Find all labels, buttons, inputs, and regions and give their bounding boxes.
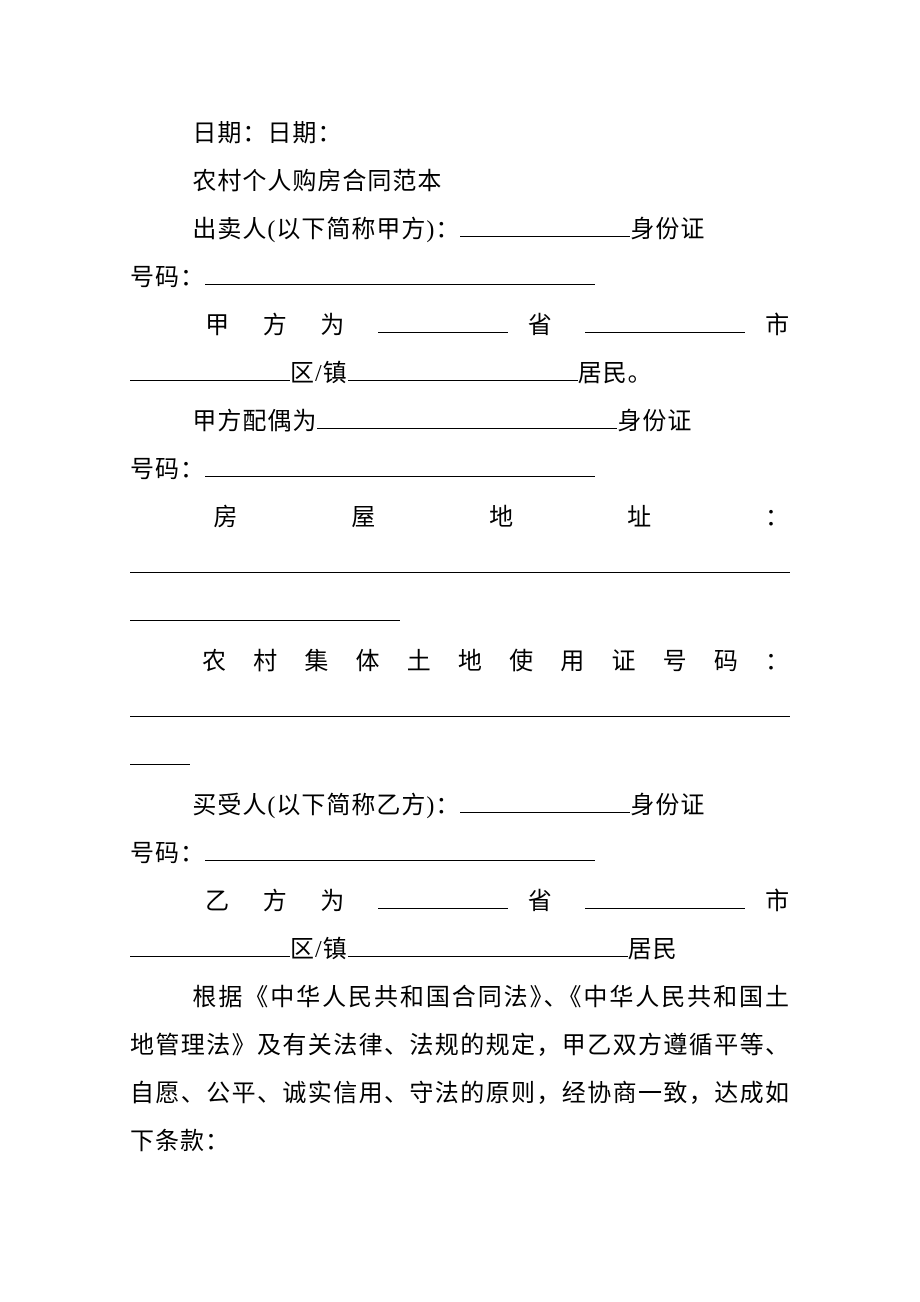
jia-city-blank: [585, 308, 745, 333]
date-line: 日期：日期：: [130, 110, 790, 158]
jia-district-blank: [130, 356, 290, 381]
seller-id-line: 号码：: [130, 254, 790, 302]
resident-label-2: 居民: [628, 937, 678, 963]
cert-blank-line2: [130, 734, 790, 782]
yi-loc-line1: 乙 方 为 省 市: [130, 878, 790, 926]
seller-name-blank: [460, 212, 630, 237]
buyer-label: 买受人(以下简称乙方)：: [192, 793, 460, 819]
province-label-1: 省: [528, 313, 566, 339]
yi-city-blank: [585, 884, 745, 909]
seller-block: 出卖人(以下简称甲方)： 身份证: [130, 206, 790, 254]
addr-label: 房 屋 地 址 ：: [192, 505, 790, 531]
resident-label-1: 居民。: [578, 361, 653, 387]
id-suffix-1: 身份证: [630, 217, 705, 243]
yi-prefix: 乙 方 为: [192, 889, 358, 915]
id-suffix-3: 身份证: [630, 793, 705, 819]
jia-province-blank: [378, 308, 508, 333]
spouse-label: 甲方配偶为: [192, 409, 317, 435]
body-paragraph: 根据《中华人民共和国合同法》、《中华人民共和国土地管理法》及有关法律、法规的规定…: [130, 974, 790, 1166]
spouse-line: 甲方配偶为 身份证: [130, 398, 790, 446]
id-label-3: 号码：: [130, 841, 205, 867]
yi-town-blank: [348, 932, 628, 957]
city-label-2: 市: [765, 889, 790, 915]
jia-town-blank: [348, 356, 578, 381]
yi-district-blank: [130, 932, 290, 957]
cert-blank-line1: [130, 686, 790, 734]
addr-blank-line1: [130, 542, 790, 590]
addr-blank-tail: [130, 596, 400, 621]
doc-title: 农村个人购房合同范本: [130, 158, 790, 206]
jia-loc-line2: 区/镇 居民。: [130, 350, 790, 398]
province-label-2: 省: [528, 889, 566, 915]
city-label-1: 市: [765, 313, 790, 339]
addr-blank-line2: [130, 590, 790, 638]
seller-id-blank: [205, 260, 595, 285]
spouse-blank: [317, 404, 617, 429]
yi-province-blank: [378, 884, 508, 909]
buyer-id-line: 号码：: [130, 830, 790, 878]
id-suffix-2: 身份证: [617, 409, 692, 435]
jia-prefix: 甲 方 为: [192, 313, 358, 339]
addr-label-line: 房 屋 地 址 ：: [130, 494, 790, 542]
yi-loc-line2: 区/镇 居民: [130, 926, 790, 974]
buyer-block: 买受人(以下简称乙方)： 身份证: [130, 782, 790, 830]
district-label-1: 区/镇: [290, 361, 348, 387]
cert-blank-full: [130, 692, 790, 717]
buyer-name-blank: [460, 788, 630, 813]
jia-loc-line1: 甲 方 为 省 市: [130, 302, 790, 350]
spouse-id-line: 号码：: [130, 446, 790, 494]
district-label-2: 区/镇: [290, 937, 348, 963]
buyer-id-blank: [205, 836, 595, 861]
seller-label: 出卖人(以下简称甲方)：: [192, 217, 460, 243]
cert-blank-tail: [130, 740, 190, 765]
cert-label-line: 农 村 集 体 土 地 使 用 证 号 码 ：: [130, 638, 790, 686]
id-label-1: 号码：: [130, 265, 205, 291]
spouse-id-blank: [205, 452, 595, 477]
cert-label: 农 村 集 体 土 地 使 用 证 号 码 ：: [192, 649, 790, 675]
id-label-2: 号码：: [130, 457, 205, 483]
addr-blank-full: [130, 548, 790, 573]
